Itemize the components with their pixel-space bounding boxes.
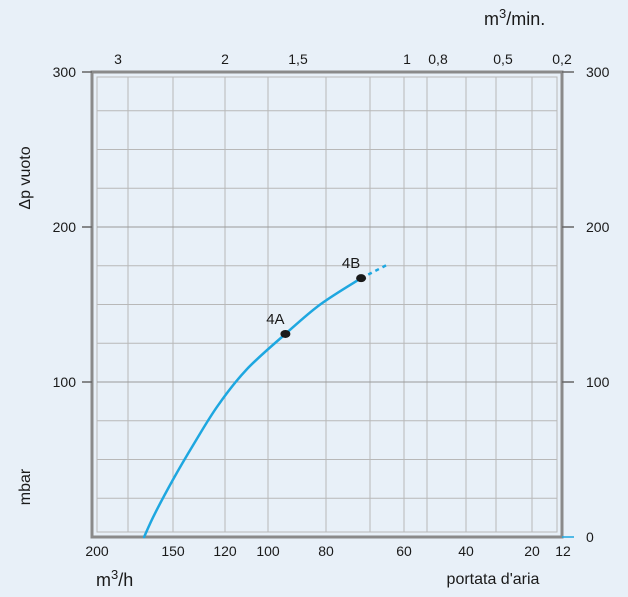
grid [96, 76, 558, 533]
left-tick-label: 100 [53, 374, 77, 390]
bottom-tick-label: 80 [318, 543, 334, 559]
right-tick-label: 100 [586, 374, 610, 390]
top-tick-label: 1,5 [288, 51, 308, 67]
tick-labels: 300 200 100 300 200 100 0 200 150 120 100 80 60 40 20 1… [53, 6, 610, 590]
bottom-tick-label: 12 [555, 543, 571, 559]
bottom-axis-unit: m3/h [96, 567, 133, 590]
top-tick-label: 2 [221, 51, 229, 67]
operating-point-label: 4B [342, 255, 360, 272]
bottom-tick-label: 60 [396, 543, 412, 559]
bottom-tick-label: 20 [524, 543, 540, 559]
right-tick-label: 300 [586, 64, 610, 80]
top-tick-label: 0,5 [493, 51, 513, 67]
x-axis-label: portata d'aria [447, 571, 540, 588]
series-line [142, 276, 363, 539]
operating-point-marker [356, 274, 367, 283]
top-tick-label: 0,8 [428, 51, 448, 67]
plot-frame [90, 70, 564, 539]
right-tick-label: 0 [586, 529, 594, 545]
operating-point-marker [280, 329, 291, 338]
bottom-tick-label: 150 [161, 543, 185, 559]
operating-point-label: 4A [266, 311, 284, 328]
bottom-tick-label: 200 [85, 543, 109, 559]
series [142, 263, 389, 539]
left-tick-label: 300 [53, 64, 77, 80]
annotations: 4A 4B [266, 255, 367, 338]
right-tick-label: 200 [586, 219, 610, 235]
y-axis-label: Δp vuoto [17, 146, 34, 209]
top-tick-label: 0,2 [552, 51, 572, 67]
y-axis-unit: mbar [17, 468, 34, 505]
bottom-tick-label: 120 [213, 543, 237, 559]
left-tick-label: 200 [53, 219, 77, 235]
top-axis-unit: m3/min. [484, 6, 545, 29]
axes-frame [82, 70, 574, 539]
bottom-tick-label: 40 [458, 543, 474, 559]
bottom-tick-label: 100 [256, 543, 280, 559]
top-tick-label: 1 [403, 51, 411, 67]
top-tick-label: 3 [114, 51, 122, 67]
series-line-extension [360, 263, 389, 280]
